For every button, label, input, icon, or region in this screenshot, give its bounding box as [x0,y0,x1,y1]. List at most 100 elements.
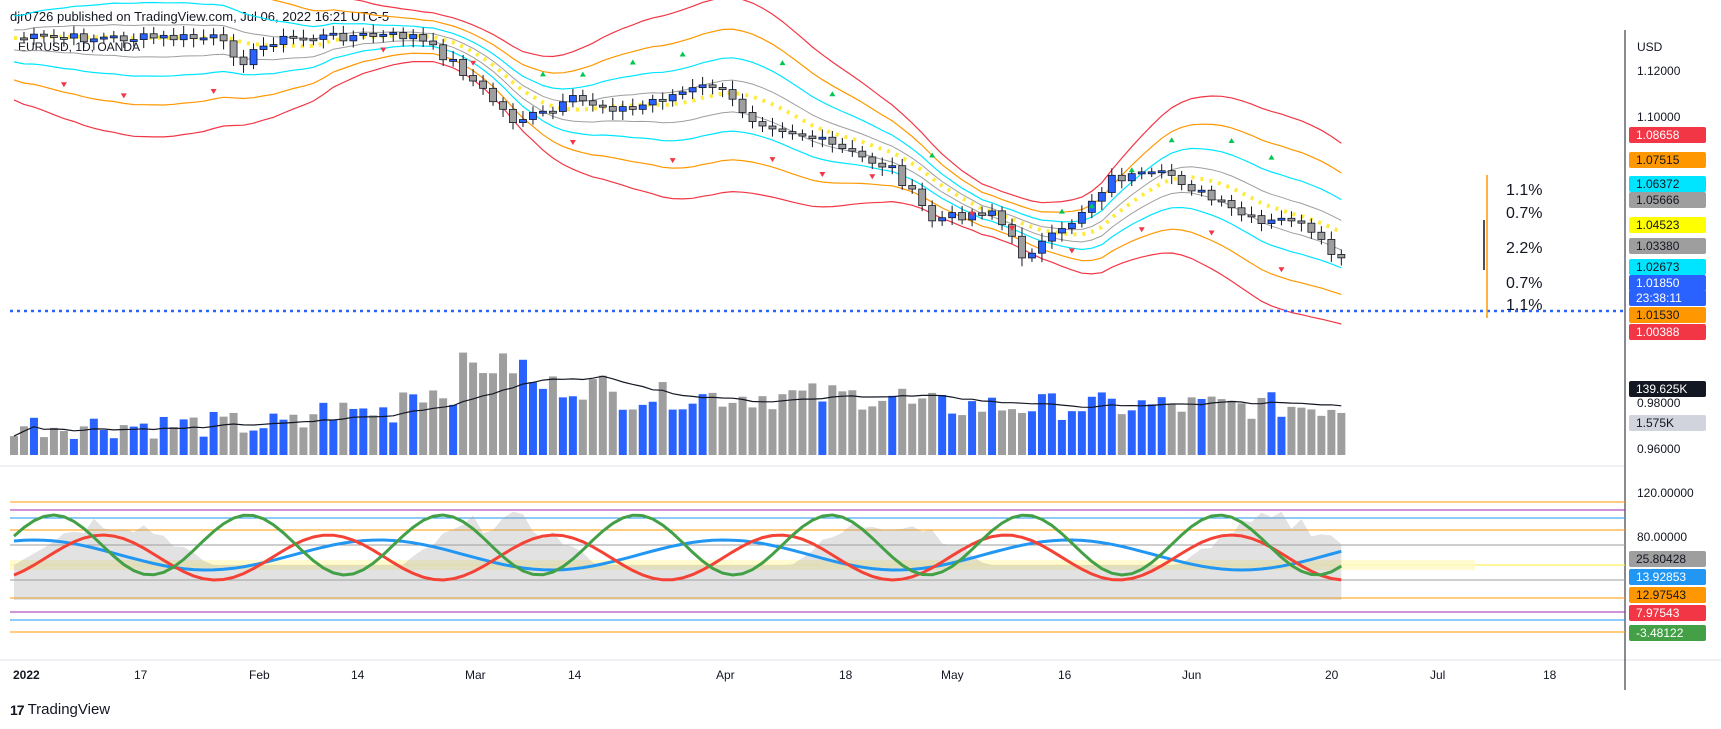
tradingview-footer[interactable]: 17 TradingView [10,701,110,718]
volume-bar [688,403,697,455]
svg-text:1.03380: 1.03380 [1636,239,1680,253]
price-axis-tick: 0.98000 [1637,396,1681,410]
candle-body [978,212,986,216]
candle-body [1317,231,1326,240]
candle-body [1267,219,1276,224]
candle-body [439,44,448,61]
candle-body [1237,207,1246,216]
price-badge: 1.01530 [1629,307,1706,323]
candle-body [1157,170,1166,174]
candle-body [698,84,707,89]
svg-text:1.00388: 1.00388 [1636,325,1680,339]
volume-bar [938,394,947,455]
volume-bar [748,407,757,455]
volume-bar [439,398,448,455]
volume-bar [948,413,957,455]
volume-bar [1197,398,1206,455]
band-label: 0.7% [1506,205,1542,222]
up-signal-marker [779,60,786,66]
volume-bar [109,438,118,455]
volume-bar [459,352,468,455]
volume-bar [1127,410,1136,455]
candle-body [529,111,537,120]
volume-bar [359,408,368,455]
candle-body [1167,170,1176,176]
volume-bar [608,391,617,455]
svg-text:23:38:11: 23:38:11 [1636,291,1682,305]
candle-body [30,33,38,40]
candle-body [578,95,587,102]
candle-body [1297,220,1306,224]
candle-body [229,40,238,58]
svg-text:1.07515: 1.07515 [1636,153,1680,167]
osc-badge: 13.92853 [1629,569,1706,585]
candle-body [708,84,717,88]
volume-bar [1267,392,1276,455]
candle-body [808,135,817,139]
candle-body [409,34,418,40]
price-axis-tick: 0.96000 [1637,442,1681,456]
candle-body [329,32,338,36]
candle-body [1097,192,1106,202]
svg-text:1.08658: 1.08658 [1636,128,1680,142]
volume-bar [479,373,488,455]
volume-bar [159,416,168,455]
volume-bar [279,419,288,455]
volume-bar [618,409,627,455]
svg-text:13.92853: 13.92853 [1636,570,1686,584]
volume-bar [528,382,537,455]
price-badge: 1.05666 [1629,192,1706,208]
symbol-legend[interactable]: EURUSD, 1D, OANDA [18,40,141,54]
candle-body [399,32,408,40]
svg-text:1.04523: 1.04523 [1636,218,1680,232]
candle-body [269,44,278,47]
time-axis[interactable]: 2022 17 Feb 14 Mar 14 Apr 18 May 16 Jun … [13,668,1557,682]
candle-body [898,165,907,186]
down-signal-marker [120,93,127,99]
candle-body [79,33,88,43]
volume-bar [788,390,797,455]
down-signal-marker [1068,248,1075,254]
volume-bar [878,400,887,455]
volume-bar [588,379,597,455]
candle-body [688,87,697,93]
volume-bar [778,394,787,455]
volume-bar [1017,413,1026,455]
volume-bar [149,438,158,455]
candlesticks [20,24,1346,267]
volume-bar [718,406,727,455]
candle-body [648,98,657,106]
candle-body [349,35,358,42]
volume-bar [1337,412,1346,455]
volume-bar [968,401,977,455]
volume-bar [249,430,258,455]
candle-body [798,133,807,137]
candle-body [998,210,1006,226]
volume-bar [259,428,268,455]
volume-bar [409,394,418,455]
candle-body [1227,200,1236,209]
candle-body [588,100,597,106]
candle-body [668,94,677,102]
volume-bar [1117,414,1126,455]
osc-badge: -3.48122 [1629,625,1706,641]
up-signal-marker [1088,203,1095,209]
volume-bar [1097,392,1106,455]
volume-bar [1137,400,1146,455]
down-signal-marker [1138,227,1145,233]
volume-bar [888,395,897,455]
candle-body [1327,239,1336,255]
candle-body [379,33,388,37]
osc-axis-tick: 120.00000 [1637,486,1694,500]
volume-bar [79,426,88,455]
candle-body [1127,173,1136,182]
volume-bar [918,398,927,455]
candle-body [1217,199,1226,203]
svg-text:139.625K: 139.625K [1636,382,1687,396]
candle-body [419,34,428,42]
volume-bar [469,362,478,455]
svg-text:25.80428: 25.80428 [1636,552,1686,566]
volume-bar [898,388,907,455]
candle-body [738,98,747,113]
